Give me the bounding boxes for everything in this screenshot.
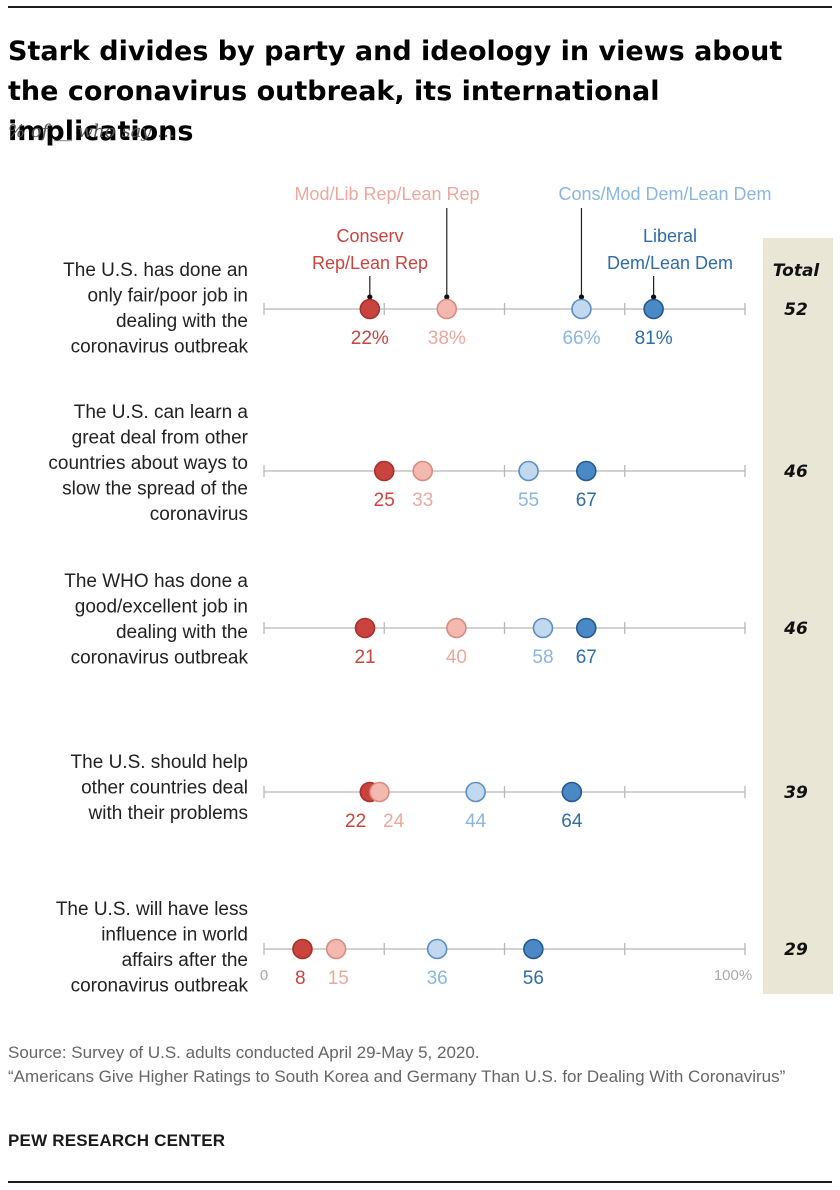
total-header: Total — [773, 261, 821, 281]
total-column-background — [763, 238, 833, 994]
dot-conserv_rep — [354, 617, 376, 639]
top-rule — [8, 6, 832, 8]
question-text-line: countries about ways to — [48, 453, 248, 474]
axis-max-label: 100% — [714, 967, 752, 984]
chart-subtitle: % of __ who say … — [8, 121, 176, 142]
value-label-modlib_rep: 15 — [328, 968, 349, 989]
value-label-modlib_rep: 40 — [446, 647, 467, 668]
question-text-line: coronavirus outbreak — [71, 337, 249, 358]
question-text-line: coronavirus outbreak — [71, 976, 249, 997]
dot-modlib_rep — [369, 781, 390, 803]
dot-consmod_dem — [426, 938, 448, 960]
dot-conserv_rep — [292, 938, 313, 960]
leader-dot-conserv_rep — [367, 294, 373, 300]
dot-modlib_rep — [446, 617, 467, 639]
value-label-consmod_dem: 44 — [465, 811, 487, 832]
dot-liberal_dem — [561, 781, 583, 803]
value-label-liberal_dem: 67 — [576, 490, 597, 511]
value-label-consmod_dem: 66% — [562, 328, 600, 349]
question-text-line: only fair/poor job in — [87, 286, 248, 307]
axis-min-label: 0 — [260, 967, 268, 984]
leader-dot-consmod_dem — [578, 294, 585, 300]
value-label-conserv_rep: 22 — [345, 811, 366, 832]
legend-label-conserv_rep: Rep/Lean Rep — [312, 253, 428, 273]
dot-conserv_rep — [373, 460, 395, 482]
question-text-line: good/excellent job in — [75, 597, 248, 618]
dot-modlib_rep — [412, 460, 434, 482]
bottom-rule — [8, 1181, 832, 1183]
value-label-conserv_rep: 22% — [351, 328, 389, 349]
chart-title: Stark divides by party and ideology in v… — [8, 36, 783, 147]
value-label-modlib_rep: 38% — [428, 328, 466, 349]
value-label-modlib_rep: 33 — [412, 490, 433, 511]
legend-label-conserv_rep: Conserv — [336, 226, 403, 246]
legend-label-consmod_dem: Cons/Mod Dem/Lean Dem — [558, 184, 771, 204]
value-label-modlib_rep: 24 — [383, 811, 405, 832]
report-title: “Americans Give Higher Ratings to South … — [8, 1067, 786, 1086]
leader-dot-liberal_dem — [651, 294, 657, 300]
question-text-line: The U.S. can learn a — [74, 402, 249, 423]
leader-dot-modlib_rep — [444, 294, 450, 300]
value-label-liberal_dem: 56 — [523, 968, 544, 989]
dot-liberal_dem — [643, 298, 664, 320]
dot-liberal_dem — [523, 938, 544, 960]
dot-modlib_rep — [436, 298, 458, 320]
pew-logo-text: PEW RESEARCH CENTER — [8, 1131, 226, 1150]
total-value: 29 — [784, 940, 808, 960]
dot-plot-chart: Total Conserv Rep/Lean Rep Mod/Lib Rep/Lean… — [48, 184, 833, 997]
value-label-consmod_dem: 55 — [518, 490, 539, 511]
value-label-conserv_rep: 25 — [374, 490, 395, 511]
total-value: 39 — [784, 783, 808, 803]
question-text-line: great deal from other — [72, 428, 249, 449]
dot-consmod_dem — [518, 460, 539, 482]
total-value: 52 — [784, 300, 808, 320]
question-text-line: with their problems — [88, 803, 248, 824]
question-text-line: The U.S. has done an — [63, 260, 248, 281]
value-label-liberal_dem: 64 — [561, 811, 583, 832]
question-text-line: The U.S. will have less — [56, 899, 248, 920]
question-text-line: The U.S. should help — [71, 752, 248, 773]
dot-consmod_dem — [465, 781, 486, 803]
question-text-line: The WHO has done a — [64, 571, 248, 592]
question-text-line: coronavirus — [150, 504, 248, 525]
dot-modlib_rep — [325, 938, 347, 960]
total-value: 46 — [783, 462, 808, 482]
dot-consmod_dem — [571, 298, 592, 320]
question-text-line: affairs after the — [122, 950, 248, 971]
legend-label-modlib_rep: Mod/Lib Rep/Lean Rep — [294, 184, 479, 204]
value-label-conserv_rep: 21 — [354, 647, 375, 668]
value-label-liberal_dem: 67 — [576, 647, 597, 668]
question-text-line: influence in world — [101, 925, 248, 946]
value-label-liberal_dem: 81% — [635, 328, 673, 349]
dot-liberal_dem — [575, 617, 597, 639]
total-value: 46 — [783, 619, 808, 639]
question-text-line: dealing with the — [116, 311, 248, 332]
legend-label-liberal_dem: Liberal — [643, 226, 697, 246]
source-note: Source: Survey of U.S. adults conducted … — [8, 1043, 480, 1062]
value-label-consmod_dem: 36 — [427, 968, 448, 989]
question-text-line: coronavirus outbreak — [71, 648, 249, 669]
dot-conserv_rep — [359, 298, 381, 320]
dot-consmod_dem — [532, 617, 554, 639]
dot-liberal_dem — [575, 460, 597, 482]
value-label-conserv_rep: 8 — [295, 968, 306, 989]
value-label-consmod_dem: 58 — [532, 647, 553, 668]
question-text-line: dealing with the — [116, 622, 248, 643]
question-text-line: slow the spread of the — [62, 479, 248, 500]
legend-label-liberal_dem: Dem/Lean Dem — [607, 253, 733, 273]
question-text-line: other countries deal — [81, 778, 248, 799]
